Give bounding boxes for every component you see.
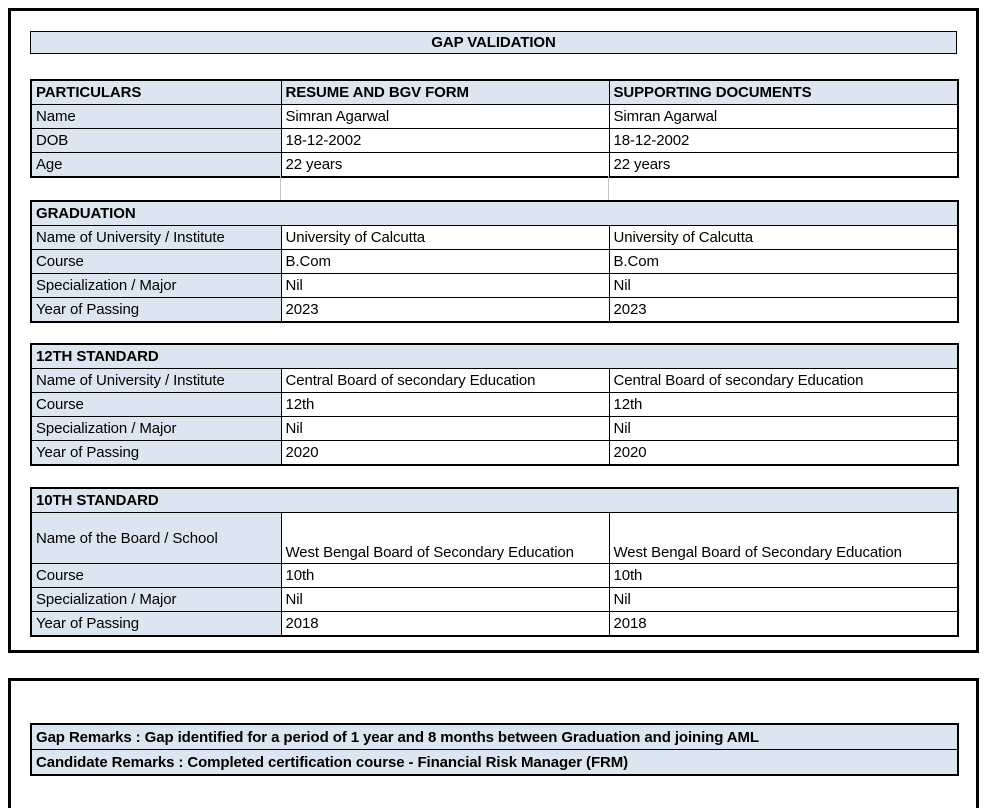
supporting-value-cell: 2023 (608, 297, 959, 323)
resume-value-cell: University of Calcutta (280, 225, 610, 250)
resume-value-cell: 2020 (280, 440, 610, 466)
table-row-specialization: Specialization / Major Nil Nil (30, 587, 959, 612)
resume-value-cell: Central Board of secondary Education (280, 368, 610, 393)
row-label-cell: Specialization / Major (30, 587, 282, 612)
candidate-remarks-row: Candidate Remarks : Completed certificat… (30, 749, 959, 776)
resume-value-cell: Simran Agarwal (280, 104, 610, 129)
supporting-value-cell: B.Com (608, 249, 959, 274)
section-heading-row: 12TH STANDARD (30, 343, 959, 369)
particulars-header-row: PARTICULARS RESUME AND BGV FORM SUPPORTI… (30, 79, 959, 105)
row-label-cell: Age (30, 152, 282, 178)
section-heading-row: GRADUATION (30, 200, 959, 226)
particulars-table: PARTICULARS RESUME AND BGV FORM SUPPORTI… (30, 79, 959, 178)
row-label-cell: Name (30, 104, 282, 129)
gap-remarks-row: Gap Remarks : Gap identified for a perio… (30, 723, 959, 750)
resume-value-cell: 2018 (280, 611, 610, 637)
resume-value-cell: 18-12-2002 (280, 128, 610, 153)
twelfth-standard-table: 12TH STANDARD Name of University / Insti… (30, 343, 959, 466)
remarks-table: Gap Remarks : Gap identified for a perio… (30, 723, 959, 776)
resume-value-cell: 22 years (280, 152, 610, 178)
supporting-value-cell: 10th (608, 563, 959, 588)
supporting-value-cell: Nil (608, 587, 959, 612)
row-label-cell: Year of Passing (30, 297, 282, 323)
supporting-value-cell: Simran Agarwal (608, 104, 959, 129)
gap-validation-title: GAP VALIDATION (30, 31, 957, 54)
row-label-cell: Year of Passing (30, 440, 282, 466)
table-row-year-of-passing: Year of Passing 2018 2018 (30, 611, 959, 637)
table-row-year-of-passing: Year of Passing 2023 2023 (30, 297, 959, 323)
section-heading-12th: 12TH STANDARD (30, 343, 959, 369)
table-row-specialization: Specialization / Major Nil Nil (30, 273, 959, 298)
header-cell-particulars: PARTICULARS (30, 79, 282, 105)
row-label-cell: DOB (30, 128, 282, 153)
resume-value-cell: 10th (280, 563, 610, 588)
page-title: GAP VALIDATION (431, 34, 556, 51)
graduation-table: GRADUATION Name of University / Institut… (30, 200, 960, 323)
supporting-value-cell: 18-12-2002 (608, 128, 959, 153)
resume-value-cell: 12th (280, 392, 610, 417)
supporting-value-cell: Central Board of secondary Education (608, 368, 959, 393)
table-row-name: Name Simran Agarwal Simran Agarwal (30, 104, 959, 129)
supporting-value-cell: 2018 (608, 611, 959, 637)
row-label-cell: Course (30, 392, 282, 417)
row-label-cell: Name of University / Institute (30, 368, 282, 393)
table-row-age: Age 22 years 22 years (30, 152, 959, 178)
section-heading-graduation: GRADUATION (30, 200, 959, 226)
resume-value-cell: 2023 (280, 297, 610, 323)
table-row-course: Course 10th 10th (30, 563, 959, 588)
section-heading-row: 10TH STANDARD (30, 487, 959, 513)
supporting-value-cell: University of Calcutta (608, 225, 959, 250)
table-row-specialization: Specialization / Major Nil Nil (30, 416, 959, 441)
row-label-cell: Year of Passing (30, 611, 282, 637)
supporting-value-cell: 22 years (608, 152, 959, 178)
table-row-board-school: Name of the Board / School West Bengal B… (30, 512, 959, 564)
resume-value-cell: B.Com (280, 249, 610, 274)
supporting-value-cell: 2020 (608, 440, 959, 466)
gap-remarks-cell: Gap Remarks : Gap identified for a perio… (30, 723, 959, 750)
table-row-university: Name of University / Institute Universit… (30, 225, 959, 250)
tenth-standard-table: 10TH STANDARD Name of the Board / School… (30, 487, 959, 637)
header-cell-supporting-docs: SUPPORTING DOCUMENTS (608, 79, 959, 105)
resume-value-cell: Nil (280, 416, 610, 441)
resume-value-cell: West Bengal Board of Secondary Education (280, 512, 610, 564)
row-label-cell: Specialization / Major (30, 416, 282, 441)
candidate-remarks-cell: Candidate Remarks : Completed certificat… (30, 749, 959, 776)
resume-value-cell: Nil (280, 273, 610, 298)
supporting-value-cell: Nil (608, 416, 959, 441)
section-heading-10th: 10TH STANDARD (30, 487, 959, 513)
supporting-value-cell: West Bengal Board of Secondary Education (608, 512, 959, 564)
gridline-stub (280, 176, 281, 200)
table-row-year-of-passing: Year of Passing 2020 2020 (30, 440, 959, 466)
gridline-stub (608, 176, 609, 200)
row-label-cell: Course (30, 563, 282, 588)
table-row-course: Course 12th 12th (30, 392, 959, 417)
resume-value-cell: Nil (280, 587, 610, 612)
table-row-dob: DOB 18-12-2002 18-12-2002 (30, 128, 959, 153)
row-label-cell: Name of the Board / School (30, 512, 282, 564)
table-row-course: Course B.Com B.Com (30, 249, 959, 274)
header-cell-resume-bgv: RESUME AND BGV FORM (280, 79, 610, 105)
row-label-cell: Name of University / Institute (30, 225, 282, 250)
table-row-university: Name of University / Institute Central B… (30, 368, 959, 393)
row-label-cell: Course (30, 249, 282, 274)
row-label-cell: Specialization / Major (30, 273, 282, 298)
supporting-value-cell: 12th (608, 392, 959, 417)
supporting-value-cell: Nil (608, 273, 959, 298)
